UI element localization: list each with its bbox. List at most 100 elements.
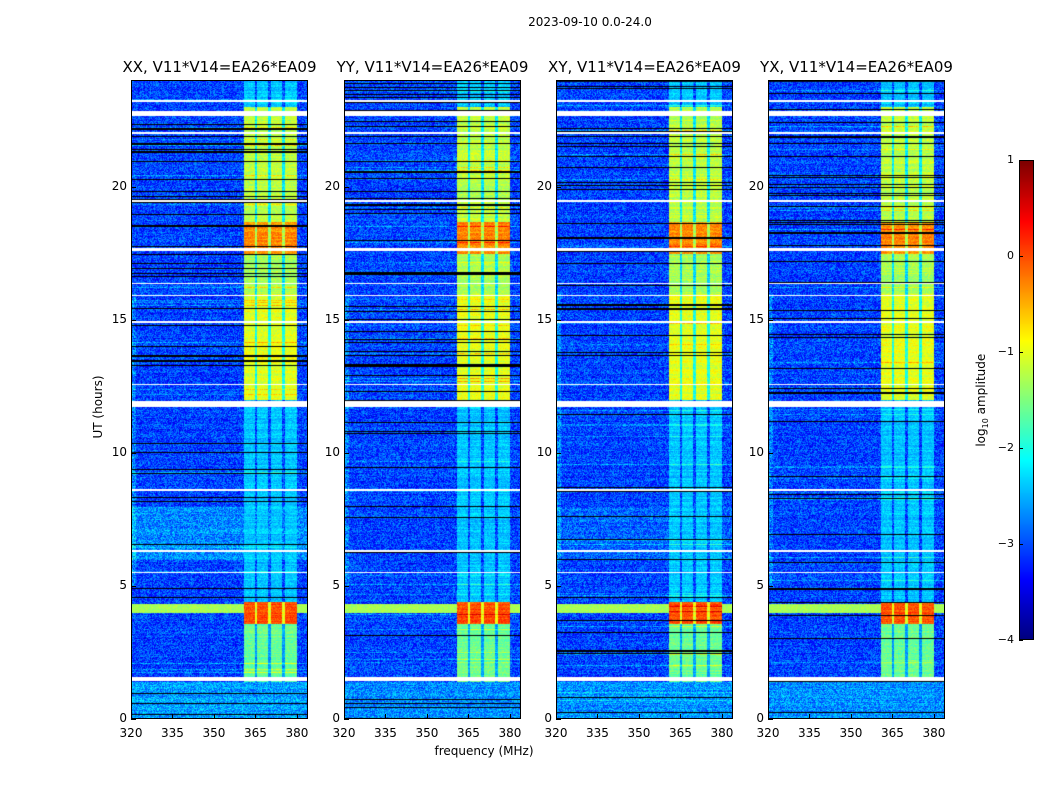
x-tick-mark <box>344 714 345 719</box>
x-tick-label: 365 <box>669 726 692 740</box>
y-tick-mark <box>768 585 773 587</box>
x-tick-mark <box>850 714 852 719</box>
x-tick-label: 335 <box>374 726 397 740</box>
x-tick-mark <box>426 714 428 719</box>
figure-title: 2023-09-10 0.0-24.0 <box>528 15 652 29</box>
x-tick-mark <box>172 714 174 719</box>
x-tick-mark <box>385 714 387 719</box>
y-tick-label: 5 <box>544 577 552 592</box>
x-tick-mark <box>638 714 640 719</box>
y-tick-label: 0 <box>119 711 127 725</box>
y-tick-label: 15 <box>536 311 552 326</box>
y-tick-label: 15 <box>111 311 127 326</box>
panel-title: XX, V11*V14=EA26*EA09 <box>122 58 317 76</box>
x-tick-mark <box>213 714 215 719</box>
y-tick-label: 15 <box>748 311 764 326</box>
y-tick-label: 10 <box>748 444 764 459</box>
x-tick-label: 320 <box>332 726 356 740</box>
y-tick-label: 5 <box>119 577 127 592</box>
colorbar-tick-mark <box>1019 352 1023 353</box>
x-tick-label: 380 <box>710 726 734 740</box>
x-tick-label: 320 <box>119 726 143 740</box>
colorbar-tick-label: −2 <box>997 441 1014 454</box>
heatmap-image <box>344 80 521 719</box>
colorbar-label-sub: 10 <box>981 418 991 429</box>
waterfall-panel-3: XY, V11*V14=EA26*EA09 320 335 350 365 380 0 5 10… <box>537 58 741 740</box>
axes-frame <box>344 80 521 719</box>
y-tick-label: 10 <box>324 444 340 459</box>
y-tick-mark <box>344 319 349 321</box>
x-tick-label: 365 <box>457 726 480 740</box>
waterfall-panel-4: YX, V11*V14=EA26*EA09 320 335 350 365 380 0 5 10… <box>749 58 953 740</box>
y-tick-label: 15 <box>324 311 340 326</box>
x-tick-mark <box>509 714 511 719</box>
panel-title: YX, V11*V14=EA26*EA09 <box>760 58 953 76</box>
colorbar-label: log10 amplitude <box>974 340 990 460</box>
colorbar-label-rest: amplitude <box>973 353 988 419</box>
x-tick-label: 335 <box>161 726 184 740</box>
colorbar-tick-mark <box>1019 256 1023 257</box>
x-tick-label: 380 <box>922 726 946 740</box>
x-tick-mark <box>556 714 557 719</box>
panel-title: YY, V11*V14=EA26*EA09 <box>336 58 529 76</box>
x-tick-mark <box>809 714 811 719</box>
y-tick-mark <box>768 319 773 321</box>
y-axis-label: UT (hours) <box>91 375 105 439</box>
colorbar-tick-mark <box>1019 448 1023 449</box>
y-tick-label: 5 <box>332 577 340 592</box>
y-tick-mark <box>556 452 561 454</box>
x-tick-label: 380 <box>498 726 522 740</box>
y-tick-mark <box>344 452 349 454</box>
y-tick-mark <box>768 719 773 720</box>
y-tick-mark <box>556 319 561 321</box>
x-tick-mark <box>768 714 769 719</box>
x-tick-label: 380 <box>285 726 309 740</box>
x-tick-label: 365 <box>244 726 267 740</box>
x-tick-mark <box>721 714 723 719</box>
y-tick-mark <box>131 186 136 188</box>
colorbar <box>1019 160 1034 640</box>
axes-frame <box>556 80 733 719</box>
colorbar-tick-label: 1 <box>1007 153 1014 166</box>
y-tick-mark <box>556 186 561 188</box>
y-tick-mark <box>344 719 349 720</box>
heatmap-image <box>556 80 733 719</box>
y-tick-label: 0 <box>756 711 764 725</box>
y-tick-label: 5 <box>756 577 764 592</box>
y-tick-mark <box>556 719 561 720</box>
y-tick-mark <box>768 452 773 454</box>
x-tick-label: 365 <box>881 726 904 740</box>
y-tick-mark <box>344 186 349 188</box>
x-tick-mark <box>468 714 470 719</box>
y-tick-mark <box>344 585 349 587</box>
colorbar-tick-mark <box>1019 160 1023 161</box>
y-tick-mark <box>131 719 136 720</box>
axes-frame <box>131 80 308 719</box>
x-tick-label: 335 <box>798 726 821 740</box>
y-tick-mark <box>768 186 773 188</box>
y-tick-label: 10 <box>536 444 552 459</box>
y-tick-label: 10 <box>111 444 127 459</box>
y-tick-mark <box>131 452 136 454</box>
x-tick-label: 335 <box>586 726 609 740</box>
y-tick-label: 20 <box>324 178 340 193</box>
x-tick-mark <box>597 714 599 719</box>
x-tick-mark <box>892 714 894 719</box>
colorbar-label-main: log <box>973 428 988 447</box>
x-tick-label: 320 <box>544 726 568 740</box>
x-tick-label: 320 <box>756 726 780 740</box>
y-tick-label: 0 <box>544 711 552 725</box>
colorbar-tick-label: −1 <box>997 345 1014 358</box>
axes-frame <box>768 80 945 719</box>
x-tick-mark <box>255 714 257 719</box>
y-tick-label: 20 <box>536 178 552 193</box>
heatmap-image <box>768 80 945 719</box>
y-tick-mark <box>131 585 136 587</box>
colorbar-tick-mark <box>1019 544 1023 545</box>
colorbar-tick-label: 0 <box>1007 249 1014 262</box>
waterfall-panel-2: YY, V11*V14=EA26*EA09 320 335 350 365 380 0 5 10… <box>325 58 529 740</box>
y-tick-label: 20 <box>748 178 764 193</box>
x-axis-label: frequency (MHz) <box>434 744 534 758</box>
x-tick-label: 350 <box>415 726 439 740</box>
x-tick-mark <box>933 714 935 719</box>
